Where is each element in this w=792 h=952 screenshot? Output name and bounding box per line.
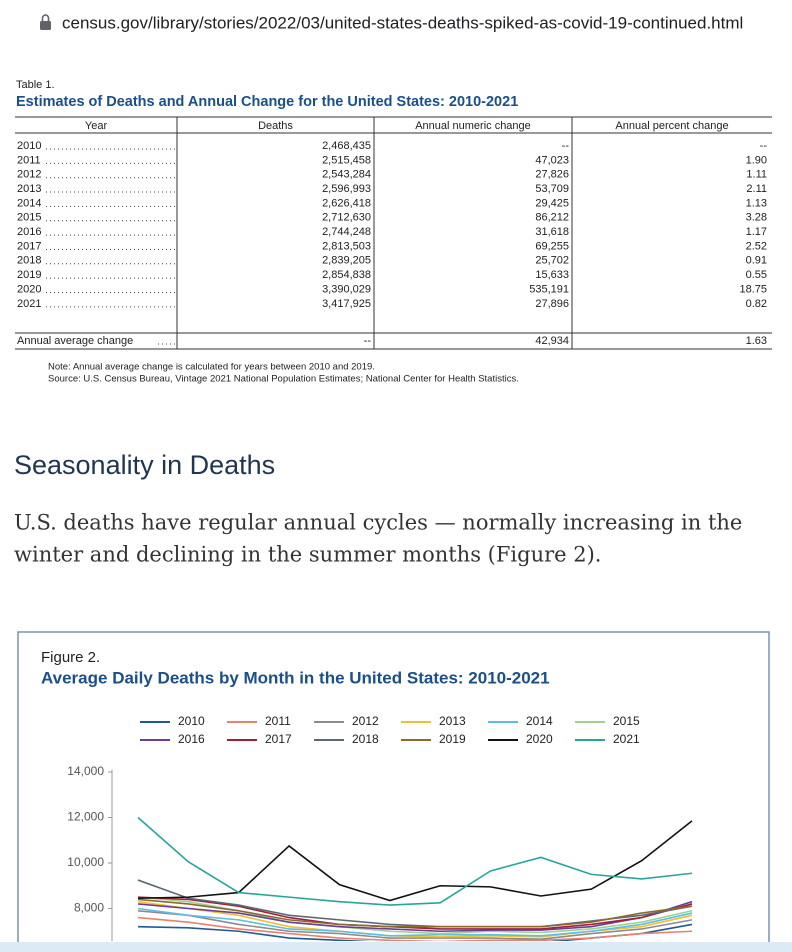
table-note: Note: Annual average change is calculate… (48, 362, 375, 373)
table-cell: 0.91 (746, 255, 767, 267)
legend-label: 2020 (526, 732, 553, 746)
y-tick-label: 8,000 (74, 901, 104, 915)
series-line (137, 909, 693, 941)
table-cell: 2,813,503 (322, 240, 371, 252)
table-cell: 2,744,248 (322, 226, 371, 238)
table-cell: 3,417,925 (322, 298, 371, 310)
legend-label: 2021 (613, 732, 640, 746)
paragraph-line: U.S. deaths have regular annual cycles —… (14, 511, 742, 535)
series-line (137, 916, 693, 941)
table-cell: -- (562, 140, 570, 152)
table-cell: 1.13 (746, 197, 767, 209)
lock-icon (40, 14, 51, 30)
table-cell: 2,543,284 (322, 169, 371, 181)
table-cell: 2,626,418 (322, 197, 371, 209)
legend-label: 2010 (178, 714, 205, 728)
table-header: Annual numeric change (415, 120, 531, 132)
table-cell: 2,839,205 (322, 255, 371, 267)
table-cell: -- (760, 140, 768, 152)
series-line (137, 900, 693, 933)
legend-label: 2016 (178, 732, 205, 746)
url[interactable]: census.gov/library/stories/2022/03/unite… (62, 13, 743, 32)
table-cell: 2019 (17, 269, 41, 281)
table-cell: 15,633 (535, 269, 569, 281)
table-cell: 1.11 (746, 169, 767, 181)
figure-title: Average Daily Deaths by Month in the Uni… (41, 668, 550, 687)
table-cell: 3.28 (746, 212, 767, 224)
series-line (137, 896, 693, 930)
table-cell: 27,826 (535, 169, 569, 181)
table-cell: 2015 (17, 212, 41, 224)
table-source: Source: U.S. Census Bureau, Vintage 2021… (48, 374, 519, 385)
table-cell: 25,702 (535, 255, 569, 267)
table-cell: 18.75 (739, 283, 767, 295)
table-cell: 2.11 (746, 183, 767, 195)
table-cell: -- (364, 335, 372, 347)
table-cell: 86,212 (535, 212, 569, 224)
table-cell: 3,390,029 (322, 283, 371, 295)
table-cell: 2,468,435 (322, 140, 371, 152)
legend-label: 2012 (352, 714, 379, 728)
legend-label: 2015 (613, 714, 640, 728)
y-tick-label: 10,000 (67, 855, 104, 869)
table-cell: 27,896 (535, 298, 569, 310)
table-cell: 2,596,993 (322, 183, 371, 195)
legend-label: 2013 (439, 714, 466, 728)
figure-frame (17, 631, 770, 952)
table-cell: 2010 (17, 140, 41, 152)
series-line (137, 907, 693, 937)
legend-label: 2011 (265, 714, 291, 728)
table-cell: 2013 (17, 183, 41, 195)
table-cell: 2016 (17, 226, 41, 238)
table-cell: 2018 (17, 255, 41, 267)
table-cell: 2,712,630 (322, 212, 371, 224)
plot-area (137, 816, 693, 941)
table-cell: Annual average change (17, 335, 133, 347)
address-bar (0, 0, 792, 46)
table-cell: 1.90 (746, 154, 767, 166)
legend-label: 2018 (352, 732, 379, 746)
paragraph-line: winter and declining in the summer month… (14, 543, 601, 567)
table: Year Deaths Annual numeric change Annual pe… (15, 116, 772, 350)
section-heading: Seasonality in Deaths (14, 450, 275, 480)
table-cell: 2020 (17, 283, 41, 295)
table-cell: 42,934 (535, 335, 569, 347)
table-cell: 53,709 (535, 183, 569, 195)
table-header: Deaths (258, 120, 293, 132)
legend-label: 2014 (526, 714, 553, 728)
figure-label: Figure 2. (41, 649, 100, 666)
table-header: Annual percent change (615, 120, 728, 132)
table-cell: 2017 (17, 240, 41, 252)
table-cell: 2,854,838 (322, 269, 371, 281)
table-cell: 2011 (17, 154, 41, 166)
table-header: Year (85, 120, 108, 132)
table-cell: 2,515,458 (322, 154, 371, 166)
series-line (137, 820, 693, 902)
table-cell: 0.82 (746, 298, 767, 310)
legend-label: 2019 (439, 732, 466, 746)
table-cell: 47,023 (535, 154, 569, 166)
table-cell: 2012 (17, 169, 41, 181)
y-tick-label: 14,000 (67, 764, 104, 778)
series-line (137, 816, 693, 906)
table-cell: 31,618 (535, 226, 569, 238)
series-line (137, 898, 693, 928)
table-cell: 2.52 (746, 240, 767, 252)
table-cell: 0.55 (746, 269, 767, 281)
table-title: Estimates of Deaths and Annual Change fo… (16, 94, 518, 110)
table-cell: 535,191 (529, 283, 569, 295)
y-tick-label: 12,000 (67, 810, 104, 824)
table-label: Table 1. (16, 79, 55, 91)
table-cell: 2014 (17, 197, 41, 209)
legend-label: 2017 (265, 732, 292, 746)
table-cell: 69,255 (535, 240, 569, 252)
bottom-bar (0, 942, 792, 952)
table-cell: 29,425 (535, 197, 569, 209)
table-cell: 2021 (17, 298, 41, 310)
table-cell: 1.17 (746, 226, 767, 238)
table-cell: 1.63 (746, 335, 767, 347)
